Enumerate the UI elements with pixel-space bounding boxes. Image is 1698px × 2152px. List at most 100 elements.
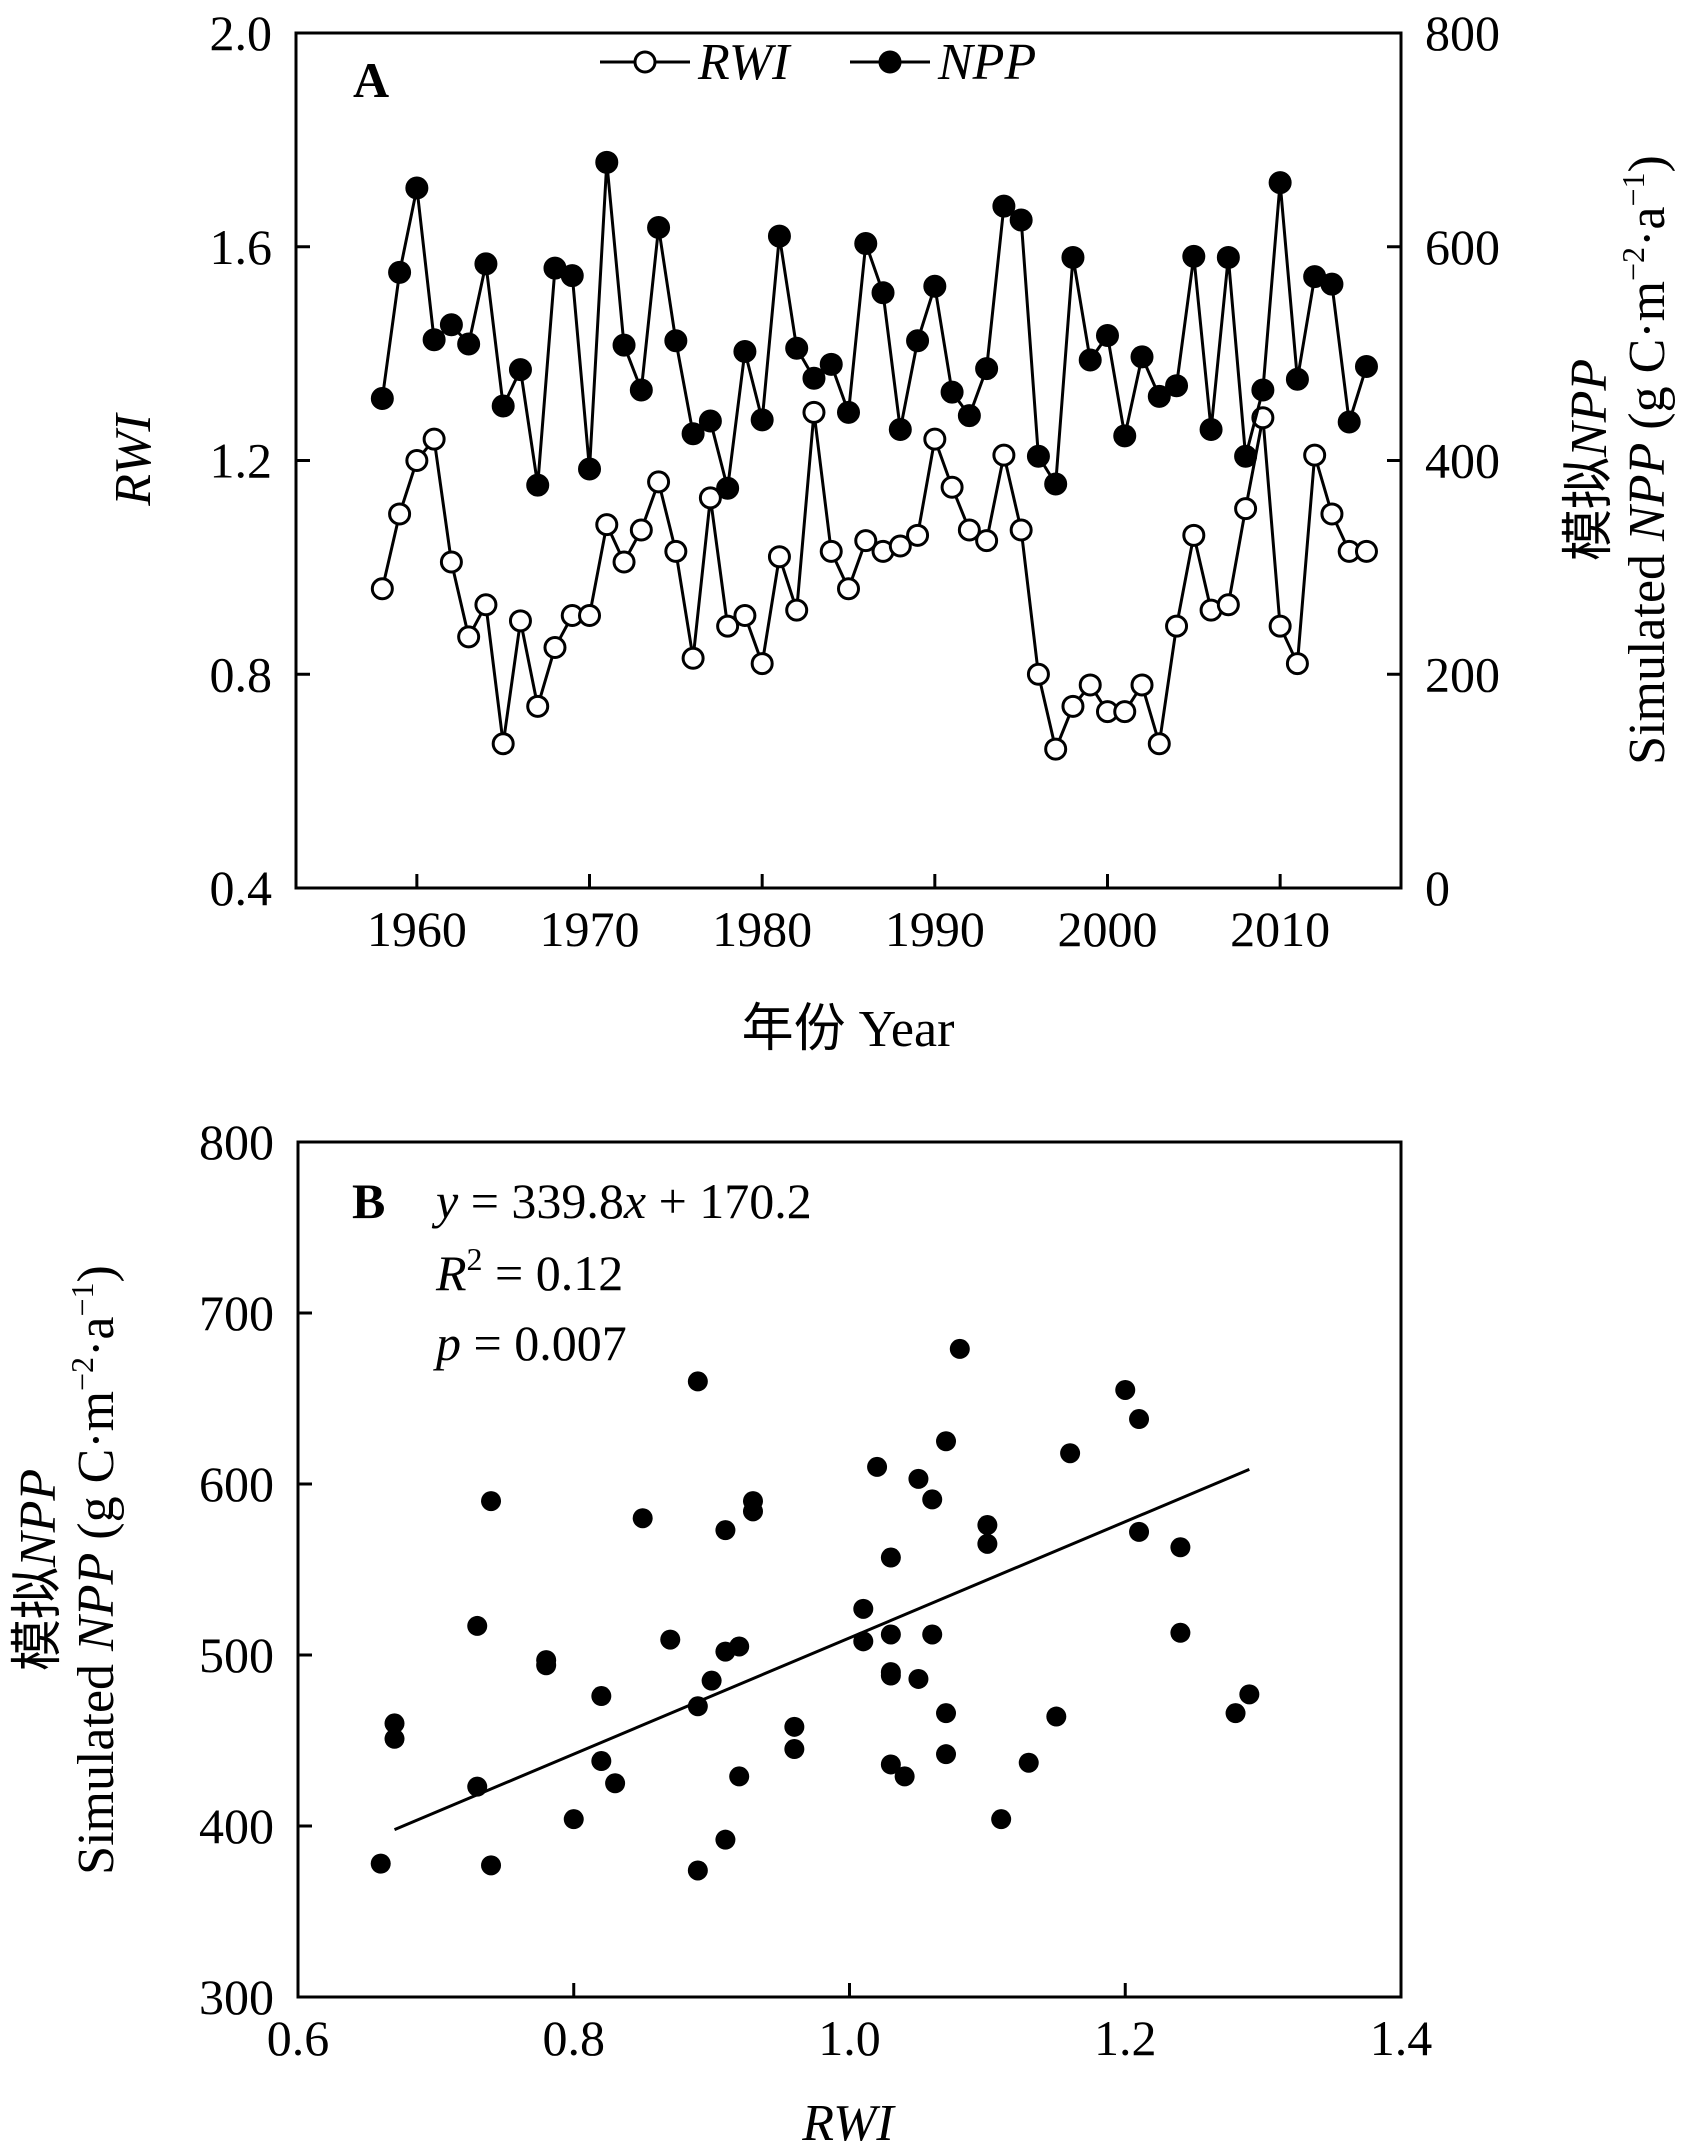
scatter-point <box>1046 1706 1067 1727</box>
rwi-point <box>491 732 515 756</box>
b-x-tick-label: 0.6 <box>267 2010 330 2066</box>
rwi-point <box>992 443 1016 467</box>
scatter-point <box>977 1533 998 1554</box>
npp-point <box>992 194 1016 218</box>
rwi-point <box>906 523 930 547</box>
rwi-point <box>388 502 412 526</box>
scatter-point <box>1225 1703 1246 1724</box>
panel-a-legend: RWI NPP <box>600 34 1036 91</box>
scatter-point <box>687 1860 708 1881</box>
b-y-tick-label: 600 <box>199 1456 274 1512</box>
panel-a-left-y-label: RWI <box>105 412 162 507</box>
rwi-point <box>681 646 705 670</box>
scatter-point <box>922 1624 943 1645</box>
scatter-point <box>1115 1379 1136 1400</box>
a-x-tick-label: 1960 <box>367 901 467 957</box>
b-y-tick-label: 500 <box>199 1627 274 1683</box>
panel-b-fit-line-group <box>393 1468 1250 1832</box>
scatter-point <box>1239 1684 1260 1705</box>
scatter-point <box>1060 1443 1081 1464</box>
rwi-point <box>940 475 964 499</box>
scatter-point <box>384 1713 405 1734</box>
panel-a-left-y-ticks: 0.4 0.8 1.2 1.6 2.0 <box>210 5 310 916</box>
scatter-point <box>880 1624 901 1645</box>
npp-line <box>380 162 1368 489</box>
rwi-point <box>1009 518 1033 542</box>
a-x-tick-label: 1980 <box>712 901 812 957</box>
scatter-point <box>1129 1409 1150 1430</box>
panel-b-points <box>370 1338 1260 1881</box>
npp-point <box>1320 272 1344 296</box>
scatter-point <box>591 1751 612 1772</box>
rwi-point <box>888 534 912 558</box>
a-x-tick-label: 2000 <box>1057 901 1157 957</box>
legend-npp-marker <box>878 50 902 74</box>
b-y-tick-label: 800 <box>199 1114 274 1170</box>
scatter-point <box>729 1766 750 1787</box>
rwi-point <box>1044 737 1068 761</box>
npp-point <box>681 422 705 446</box>
npp-point <box>767 224 791 248</box>
rwi-point <box>508 609 532 633</box>
svg-text:Simulated NPP (g C·m−2·a−1): Simulated NPP (g C·m−2·a−1) <box>1615 155 1676 765</box>
npp-point <box>1216 245 1240 269</box>
svg-text:Simulated NPP (g C·m−2·a−1): Simulated NPP (g C·m−2·a−1) <box>64 1265 125 1875</box>
rwi-point <box>1285 652 1309 676</box>
a-right-y-tick-label: 200 <box>1425 646 1500 702</box>
rwi-point <box>1061 694 1085 718</box>
npp-point <box>491 394 515 418</box>
right-y-label-cn: 模拟 <box>1561 457 1618 561</box>
rwi-point <box>1130 673 1154 697</box>
scatter-point <box>536 1650 557 1671</box>
scatter-point <box>894 1766 915 1787</box>
npp-point <box>457 332 481 356</box>
a-left-y-tick-label: 0.4 <box>210 860 273 916</box>
rwi-point <box>1354 539 1378 563</box>
b-y-tick-label: 400 <box>199 1798 274 1854</box>
npp-point <box>854 232 878 256</box>
rwi-point <box>526 694 550 718</box>
panel-b-label: B <box>352 1173 385 1229</box>
npp-point <box>1337 410 1361 434</box>
rwi-point <box>612 550 636 574</box>
rwi-point <box>578 603 602 627</box>
scatter-point <box>384 1728 405 1749</box>
npp-point <box>1130 345 1154 369</box>
npp-point <box>975 357 999 381</box>
npp-point <box>906 329 930 353</box>
npp-point <box>560 264 584 288</box>
scatter-point <box>370 1853 391 1874</box>
rwi-point <box>957 518 981 542</box>
npp-point <box>837 400 860 424</box>
npp-point <box>595 150 619 174</box>
npp-point <box>508 358 532 382</box>
npp-point <box>716 476 740 500</box>
npp-point <box>1182 244 1206 268</box>
scatter-point <box>880 1754 901 1775</box>
rwi-point <box>923 427 947 451</box>
rwi-point <box>819 539 843 563</box>
rwi-point <box>975 529 999 553</box>
npp-point <box>578 457 602 481</box>
npp-point <box>474 252 498 276</box>
npp-point <box>871 281 895 305</box>
panel-a-x-ticks: 1960 1970 1980 1990 2000 2010 <box>367 874 1330 957</box>
npp-point <box>1354 354 1378 378</box>
scatter-point <box>591 1686 612 1707</box>
npp-point <box>1199 418 1223 442</box>
npp-point <box>1268 171 1292 195</box>
svg-text:模拟NPP: 模拟NPP <box>1561 359 1618 561</box>
b-x-tick-label: 1.0 <box>818 2010 881 2066</box>
a-right-y-tick-label: 400 <box>1425 433 1500 489</box>
b-y-tick-label: 300 <box>199 1969 274 2025</box>
rwi-point <box>370 577 394 601</box>
npp-point <box>698 409 722 433</box>
npp-point <box>785 336 809 360</box>
a-right-y-tick-label: 600 <box>1425 219 1500 275</box>
npp-point <box>422 328 446 352</box>
a-x-tick-label: 2010 <box>1230 901 1330 957</box>
scatter-point <box>936 1431 957 1452</box>
rwi-point <box>1165 614 1189 638</box>
scatter-point <box>949 1338 970 1359</box>
legend-rwi-label: RWI <box>697 34 792 91</box>
